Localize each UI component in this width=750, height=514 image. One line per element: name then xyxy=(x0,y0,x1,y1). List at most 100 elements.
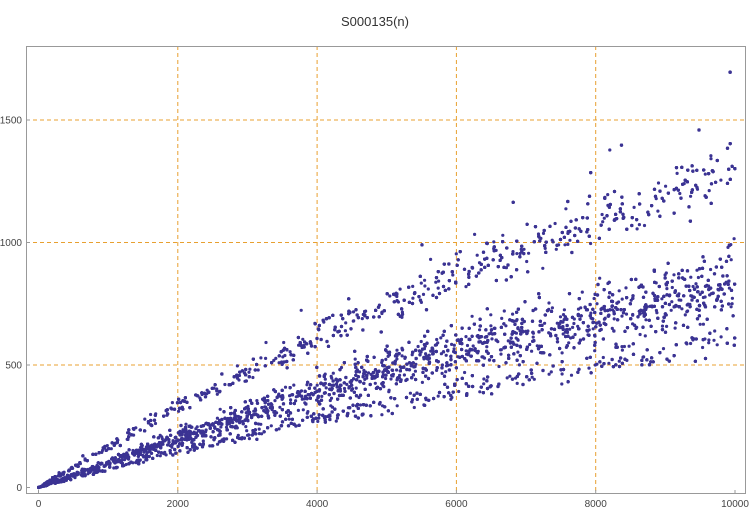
data-point xyxy=(543,246,547,250)
data-point xyxy=(353,357,357,361)
data-point xyxy=(129,460,133,464)
data-point xyxy=(515,318,519,322)
data-point xyxy=(561,332,565,336)
data-point xyxy=(729,258,733,262)
data-point xyxy=(587,366,591,370)
data-point xyxy=(287,417,291,421)
data-point xyxy=(410,353,414,357)
data-point xyxy=(610,326,614,330)
data-point xyxy=(715,343,719,347)
data-point xyxy=(482,377,486,381)
data-point xyxy=(607,361,611,365)
data-point xyxy=(478,328,482,332)
data-point xyxy=(344,321,348,325)
data-point xyxy=(153,421,158,426)
data-point xyxy=(664,184,668,188)
data-point xyxy=(508,374,512,378)
data-point xyxy=(634,326,638,331)
data-point xyxy=(589,241,593,246)
data-point xyxy=(558,315,563,319)
data-point xyxy=(489,324,493,328)
data-point xyxy=(305,383,309,387)
data-point xyxy=(395,404,399,408)
data-point xyxy=(306,410,310,414)
data-point xyxy=(452,347,456,351)
data-point xyxy=(683,313,687,317)
data-point xyxy=(635,227,639,231)
data-point xyxy=(289,398,293,402)
data-point xyxy=(510,312,515,316)
data-point xyxy=(656,209,660,213)
data-point xyxy=(701,345,705,350)
data-point xyxy=(675,171,679,175)
data-point xyxy=(223,382,227,387)
data-point xyxy=(334,419,338,423)
data-point xyxy=(602,216,606,220)
data-point xyxy=(573,332,577,337)
data-points xyxy=(37,70,737,490)
data-point xyxy=(365,376,369,380)
data-point xyxy=(568,327,572,331)
data-point xyxy=(315,383,319,387)
data-point xyxy=(689,275,693,279)
data-point xyxy=(492,240,496,244)
data-point xyxy=(215,392,219,396)
data-point xyxy=(689,341,693,346)
data-point xyxy=(515,381,519,385)
data-point xyxy=(549,370,553,374)
data-point xyxy=(642,223,647,228)
data-point xyxy=(358,403,363,407)
data-point xyxy=(617,289,621,293)
data-point xyxy=(464,285,468,289)
data-point xyxy=(499,352,503,356)
data-point xyxy=(516,350,520,354)
data-point xyxy=(679,298,683,302)
data-point xyxy=(225,437,229,441)
data-point xyxy=(266,398,270,403)
data-point xyxy=(380,413,384,417)
data-point xyxy=(264,340,268,345)
data-point xyxy=(464,349,468,353)
data-point xyxy=(352,409,356,413)
data-point xyxy=(429,257,433,261)
data-point xyxy=(426,287,430,291)
data-point xyxy=(707,189,711,193)
data-point xyxy=(482,382,486,386)
data-point xyxy=(143,417,147,421)
data-point xyxy=(567,341,571,345)
data-point xyxy=(423,284,427,288)
grid xyxy=(26,46,746,494)
data-point xyxy=(251,375,255,380)
data-point xyxy=(730,296,735,300)
data-point xyxy=(504,266,508,270)
data-point xyxy=(259,356,263,360)
data-point xyxy=(598,276,602,280)
data-point xyxy=(644,318,648,322)
data-point xyxy=(412,405,416,410)
data-point xyxy=(170,401,174,405)
data-point xyxy=(435,337,439,342)
data-point xyxy=(423,278,427,282)
data-point xyxy=(689,194,693,198)
data-point xyxy=(257,427,261,431)
data-point xyxy=(269,424,273,428)
data-point xyxy=(100,448,105,453)
data-point xyxy=(224,425,229,429)
data-point xyxy=(515,252,519,256)
data-point xyxy=(660,324,665,328)
data-point xyxy=(560,351,564,355)
data-point xyxy=(351,319,355,323)
data-point xyxy=(408,391,412,395)
data-point xyxy=(624,286,628,290)
data-point xyxy=(719,335,723,339)
data-point xyxy=(563,243,567,247)
data-point xyxy=(294,399,298,403)
data-point xyxy=(419,281,423,285)
data-point xyxy=(500,316,504,320)
data-point xyxy=(532,377,536,381)
data-point xyxy=(288,350,292,354)
data-point xyxy=(294,395,298,399)
data-point xyxy=(729,305,733,309)
data-point xyxy=(109,447,113,451)
data-point xyxy=(215,416,219,420)
